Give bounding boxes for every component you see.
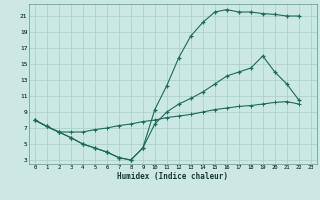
X-axis label: Humidex (Indice chaleur): Humidex (Indice chaleur) (117, 172, 228, 181)
